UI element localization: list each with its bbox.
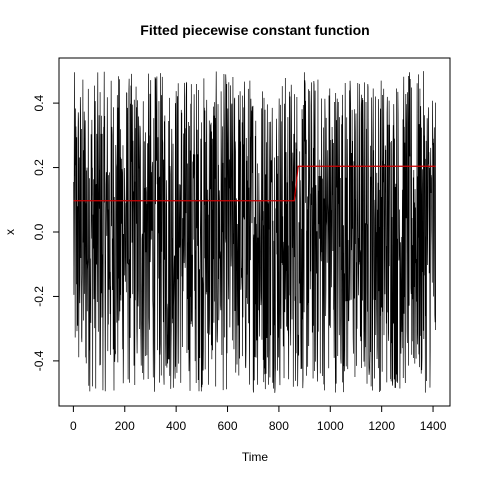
x-tick-label: 800 (269, 419, 289, 433)
x-axis: 0 200 400 600 800 1000 1200 1400 (70, 405, 447, 433)
y-tick-label: 0.4 (32, 94, 46, 111)
y-tick-label: -0.4 (32, 350, 46, 371)
fitted-series (73, 165, 436, 202)
raw-series (73, 71, 436, 393)
x-tick-label: 400 (166, 419, 186, 433)
x-tick-label: 0 (70, 419, 77, 433)
y-axis-label: x (3, 229, 17, 235)
y-tick-label: -0.2 (32, 286, 46, 307)
y-axis: -0.4 -0.2 0.0 0.2 0.4 (32, 94, 60, 371)
y-tick-label: 0.2 (32, 159, 46, 176)
raw-series-line (73, 71, 436, 393)
x-tick-label: 1400 (420, 419, 447, 433)
x-axis-label: Time (242, 450, 269, 464)
x-tick-label: 600 (218, 419, 238, 433)
x-tick-label: 1000 (317, 419, 344, 433)
x-tick-label: 1200 (368, 419, 395, 433)
fitted-series-line (73, 165, 436, 202)
chart-title: Fitted piecewise constant function (140, 22, 369, 38)
y-tick-label: 0.0 (32, 223, 46, 240)
x-tick-label: 200 (115, 419, 135, 433)
